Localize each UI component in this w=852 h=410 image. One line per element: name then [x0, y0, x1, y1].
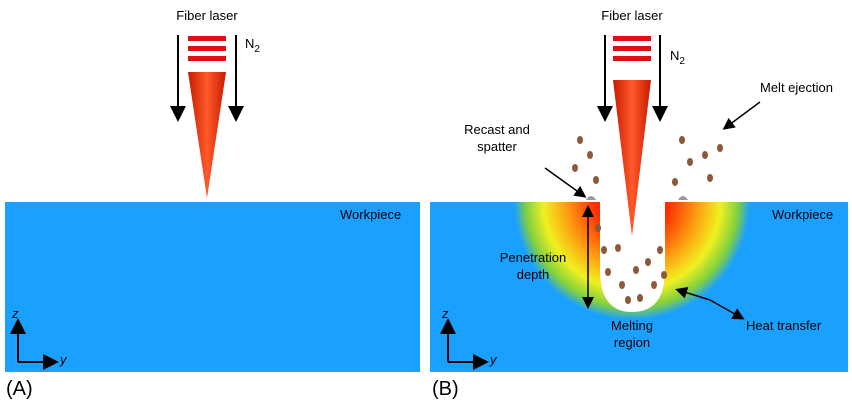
gas-label: N2 — [670, 48, 685, 67]
laser-label: Fiber laser — [601, 8, 663, 23]
gas-label: N2 — [245, 36, 260, 55]
diagram: Fiber laser N2 Workpiece z y (A) Fiber l… — [0, 0, 852, 405]
melt-ejection-label: Melt ejection — [760, 80, 833, 95]
panel-label: (A) — [6, 378, 33, 400]
laser-label: Fiber laser — [176, 8, 238, 23]
workpiece — [5, 202, 420, 372]
workpiece-label: Workpiece — [340, 207, 401, 222]
heat-transfer-label: Heat transfer — [746, 318, 822, 333]
panel-a: Fiber laser N2 Workpiece z y (A) — [5, 8, 420, 400]
workpiece-label: Workpiece — [772, 207, 833, 222]
axis-z: z — [441, 306, 449, 321]
panel-label: (B) — [432, 378, 459, 400]
laser-beam — [188, 72, 226, 198]
axis-z: z — [11, 306, 19, 321]
